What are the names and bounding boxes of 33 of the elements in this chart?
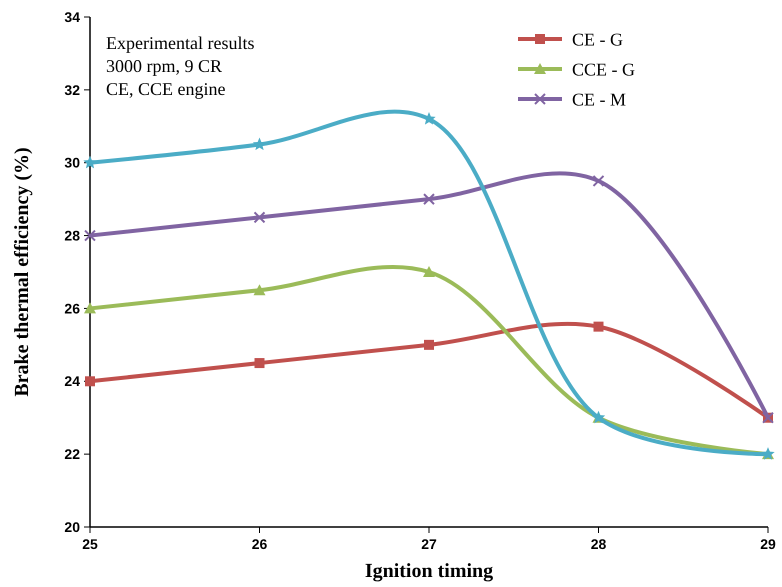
annotation: 3000 rpm, 9 CR [106, 56, 222, 76]
point [423, 266, 435, 277]
point [594, 322, 604, 332]
y-tick-label: 24 [64, 373, 80, 390]
point [424, 340, 434, 350]
point [254, 284, 266, 296]
x-tick-label: 25 [82, 536, 98, 552]
point [84, 302, 96, 314]
point [83, 156, 97, 168]
x-tick-label: 26 [252, 536, 268, 552]
legend-label: CCE - G [572, 59, 635, 80]
legend-label: CE - G [572, 29, 623, 50]
x-tick-label: 28 [590, 536, 606, 552]
annotation: CE, CCE engine [106, 79, 226, 99]
y-tick-label: 34 [64, 8, 80, 25]
y-tick-label: 28 [64, 227, 80, 244]
x-tick-label: 29 [760, 536, 776, 552]
point [254, 358, 264, 368]
x-axis-title: Ignition timing [364, 560, 494, 582]
y-tick-label: 32 [64, 82, 80, 98]
point [423, 193, 435, 206]
y-tick-label: 22 [64, 446, 80, 462]
y-axis-title: Brake thermal efficiency (%) [11, 147, 33, 397]
y-tick-label: 30 [64, 154, 80, 171]
point [84, 230, 96, 242]
point [254, 211, 266, 224]
point [592, 174, 604, 187]
legend-label: CE - M [572, 89, 626, 110]
x-tick-label: 27 [421, 536, 437, 552]
y-tick-label: 20 [64, 518, 80, 535]
point [85, 376, 95, 386]
annotation: Experimental results [106, 33, 254, 53]
y-tick-label: 26 [64, 300, 80, 316]
